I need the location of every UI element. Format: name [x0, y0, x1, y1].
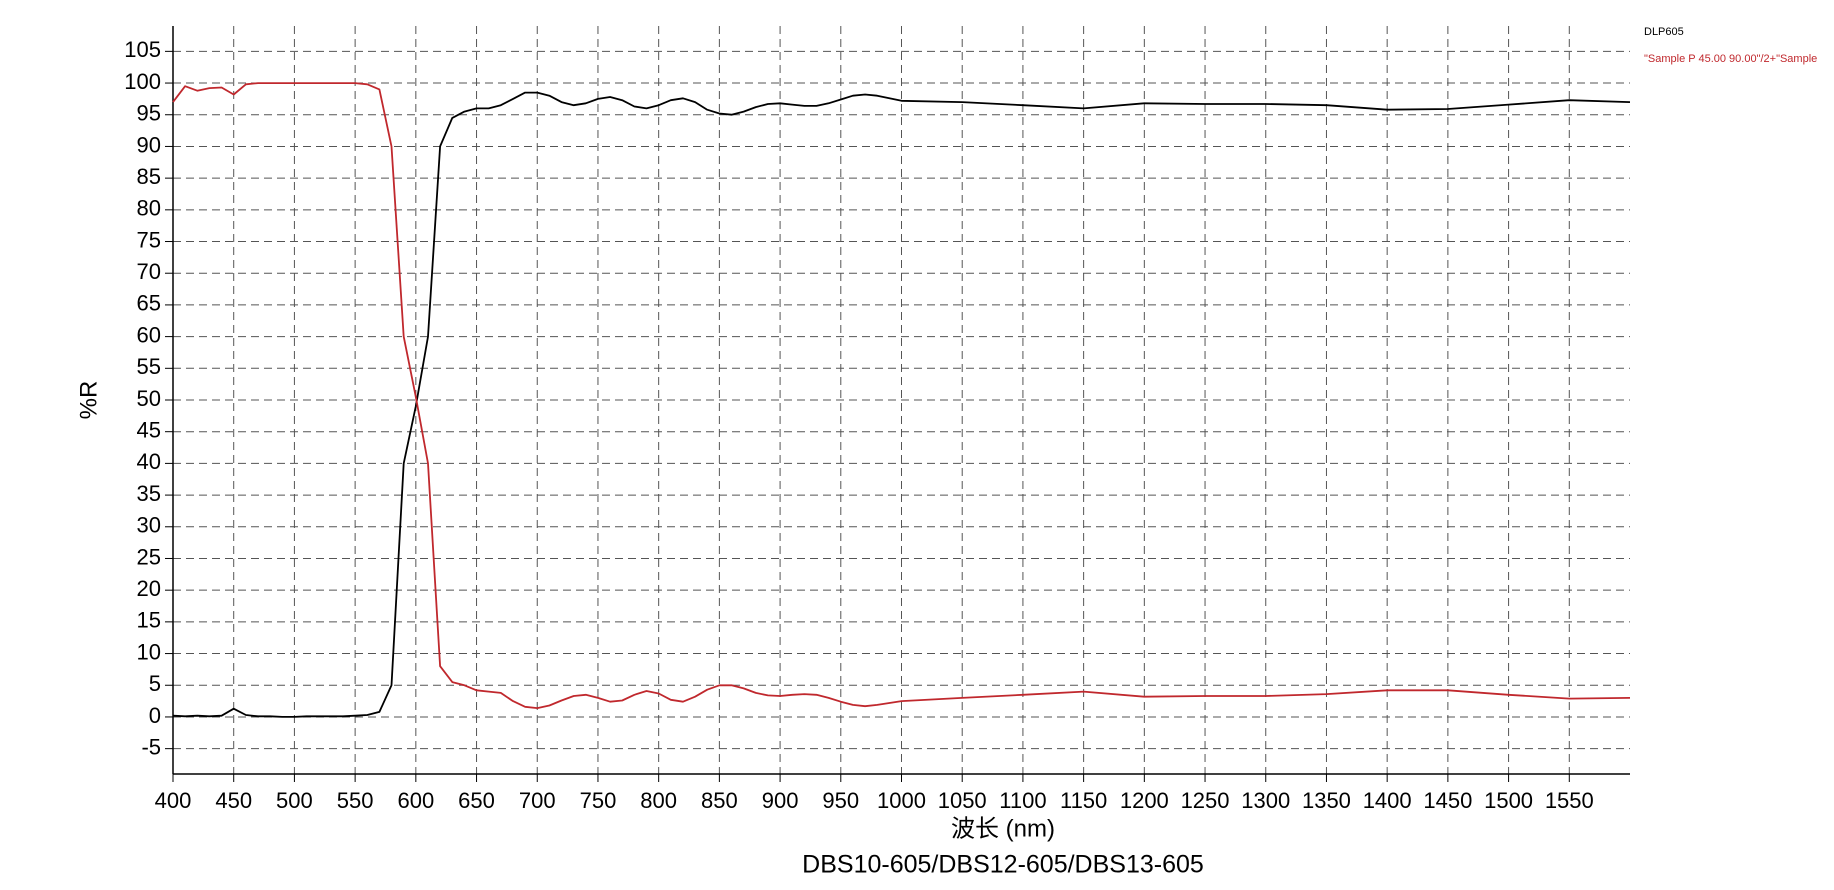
- y-tick-label: 85: [137, 164, 161, 189]
- y-tick-label: 35: [137, 481, 161, 506]
- y-tick-label: 65: [137, 291, 161, 316]
- x-tick-label: 1000: [877, 788, 926, 813]
- x-tick-label: 1450: [1423, 788, 1472, 813]
- x-tick-label: 500: [276, 788, 313, 813]
- x-axis-label: 波长 (nm): [951, 815, 1055, 842]
- x-tick-label: 400: [155, 788, 192, 813]
- y-tick-label: 70: [137, 259, 161, 284]
- y-tick-label: 60: [137, 322, 161, 347]
- y-tick-label: 10: [137, 639, 161, 664]
- x-tick-label: 1100: [999, 788, 1046, 813]
- y-tick-label: 90: [137, 132, 161, 157]
- x-tick-label: 950: [822, 788, 859, 813]
- x-tick-label: 1550: [1545, 788, 1594, 813]
- x-tick-label: 1050: [938, 788, 987, 813]
- x-tick-label: 1400: [1363, 788, 1412, 813]
- x-tick-label: 450: [215, 788, 252, 813]
- x-tick-label: 1250: [1181, 788, 1230, 813]
- y-tick-label: 45: [137, 418, 161, 443]
- legend-entry: DLP605: [1644, 26, 1684, 38]
- x-tick-label: 1350: [1302, 788, 1351, 813]
- x-tick-label: 1200: [1120, 788, 1169, 813]
- y-tick-label: 105: [124, 37, 161, 62]
- y-tick-label: 0: [149, 703, 161, 728]
- y-tick-label: 75: [137, 227, 161, 252]
- y-tick-label: 40: [137, 449, 161, 474]
- y-tick-label: 80: [137, 196, 161, 221]
- y-tick-label: 20: [137, 576, 161, 601]
- series-line: [172, 82, 1631, 709]
- x-tick-label: 1500: [1484, 788, 1533, 813]
- x-tick-label: 850: [701, 788, 738, 813]
- x-tick-label: 600: [397, 788, 434, 813]
- y-tick-label: -5: [141, 734, 161, 759]
- chart-subtitle: DBS10-605/DBS12-605/DBS13-605: [802, 851, 1204, 879]
- x-tick-label: 650: [458, 788, 495, 813]
- series-line: [172, 91, 1631, 718]
- y-tick-label: 50: [137, 386, 161, 411]
- x-tick-label: 1300: [1241, 788, 1290, 813]
- x-tick-label: 900: [762, 788, 799, 813]
- y-tick-label: 30: [137, 513, 161, 538]
- y-tick-label: 100: [124, 69, 161, 94]
- y-tick-label: 15: [137, 608, 161, 633]
- y-tick-label: 95: [137, 101, 161, 126]
- x-tick-label: 750: [580, 788, 617, 813]
- y-tick-label: 25: [137, 544, 161, 569]
- y-tick-label: 55: [137, 354, 161, 379]
- x-tick-label: 1150: [1060, 788, 1107, 813]
- legend-entry: "Sample P 45.00 90.00"/2+"Sample: [1644, 53, 1817, 65]
- x-tick-label: 550: [337, 788, 374, 813]
- x-tick-label: 700: [519, 788, 556, 813]
- y-tick-label: 5: [149, 671, 161, 696]
- x-tick-label: 800: [640, 788, 677, 813]
- y-axis-label: %R: [75, 381, 102, 420]
